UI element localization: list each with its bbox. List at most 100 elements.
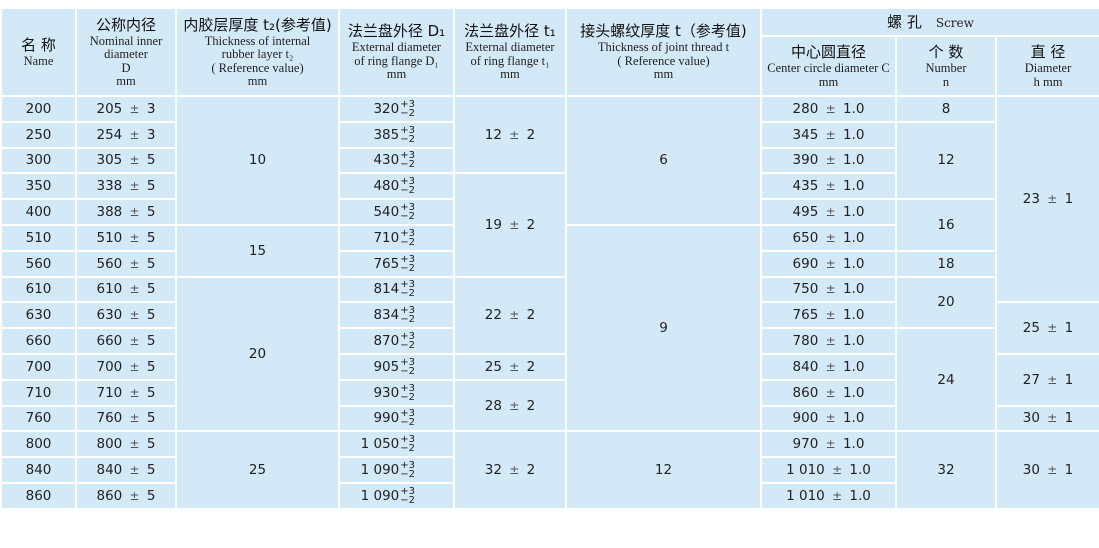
- name-cell: 660: [0, 327, 77, 355]
- plus-minus-sign: ±: [129, 230, 140, 245]
- flange-d1-cell: 834 +3 −2: [338, 301, 455, 330]
- n-cell: 12: [895, 120, 997, 201]
- header-n: 个 数 Number n: [895, 35, 997, 97]
- d1-value: 814: [373, 281, 400, 298]
- table-row: 710 710 ± 5 930 +3 −2 28 ± 2 860 ± 1.0: [0, 378, 1099, 433]
- tolerance: +3 −2: [400, 461, 415, 480]
- header-en-label: mm: [500, 67, 520, 82]
- table-row: 800 800 ± 5 25 1 050 +3 −2 32 ± 2 12 970 ± 1.0 32…: [0, 430, 1099, 510]
- name-cell: 610: [0, 275, 77, 304]
- header-h: 直 径 Diameter h mm: [994, 35, 1099, 97]
- flange-d1-cell: 540 +3 −2: [338, 198, 455, 226]
- table-row: 840 840 ± 5 1 090 +3 −2 1 010 ± 1.0: [0, 456, 1099, 484]
- n-cell: 16: [895, 198, 997, 252]
- tolerance-lower: −2: [400, 211, 415, 223]
- flange-d1-cell: 765 +3 −2: [338, 249, 455, 278]
- flange-d1-cell: 480 +3 −2: [338, 172, 455, 201]
- plus-minus-sign: ±: [825, 230, 836, 245]
- name-cell: 710: [0, 378, 77, 407]
- plus-minus-sign: ±: [825, 101, 836, 116]
- header-name: 名 称 Name: [0, 7, 77, 97]
- plus-minus-sign: ±: [1047, 463, 1058, 478]
- plus-minus-sign: ±: [129, 488, 140, 503]
- tolerance: +3 −2: [400, 486, 415, 505]
- name-cell: 700: [0, 352, 77, 381]
- plus-minus-sign: ±: [129, 385, 140, 400]
- tolerance-upper: +3: [400, 356, 415, 368]
- plus-minus-sign: ±: [825, 205, 836, 220]
- center-circle-diameter-cell: 435 ± 1.0: [760, 172, 897, 201]
- header-en-label: Screw: [935, 15, 974, 30]
- d1-value: 480: [373, 178, 400, 195]
- tolerance-lower: −2: [400, 107, 415, 119]
- flange-d1-cell: 930 +3 −2: [338, 378, 455, 407]
- d1-value: 990: [373, 410, 400, 427]
- name-cell: 200: [0, 95, 77, 123]
- h-cell: 30 ± 1: [994, 404, 1099, 433]
- header-t1: 法兰盘外径 t₁ External diameter of ring flange …: [453, 7, 567, 97]
- t-cell: 12: [565, 430, 762, 510]
- tolerance-upper: +3: [400, 382, 415, 394]
- nominal-diameter-cell: 305 ± 5: [75, 146, 177, 175]
- table-row: 660 660 ± 5 870 +3 −2 780 ± 1.0 24: [0, 327, 1099, 433]
- tolerance-lower: −2: [400, 133, 415, 145]
- plus-minus-sign: ±: [832, 488, 843, 503]
- table-row: 200 205 ± 3 10 320 +3 −2 12 ± 2 6 280 ± 1.0 8 23 ±…: [0, 94, 1099, 304]
- table-row: 400 388 ± 5 540 +3 −2 495 ± 1.0 16: [0, 198, 1099, 252]
- nominal-diameter-cell: 630 ± 5: [75, 301, 177, 330]
- plus-minus-sign: ±: [129, 437, 140, 452]
- plus-minus-sign: ±: [509, 127, 520, 142]
- tolerance-upper: +3: [400, 408, 415, 420]
- header-zh-label: 接头螺纹厚度 t（参考值): [580, 22, 747, 41]
- plus-minus-sign: ±: [129, 282, 140, 297]
- tolerance: +3 −2: [400, 435, 415, 454]
- nominal-diameter-cell: 710 ± 5: [75, 378, 177, 407]
- plus-minus-sign: ±: [129, 334, 140, 349]
- plus-minus-sign: ±: [1047, 321, 1058, 336]
- flange-d1-cell: 710 +3 −2: [338, 223, 455, 252]
- header-en-label: Nominal inner: [89, 33, 163, 48]
- h-cell: 30 ± 1: [994, 430, 1099, 510]
- header-d1: 法兰盘外径 D₁ External diameter of ring flange …: [338, 7, 455, 97]
- plus-minus-sign: ±: [129, 127, 140, 142]
- nominal-diameter-cell: 388 ± 5: [75, 198, 177, 226]
- header-zh-label: 法兰盘外径 D₁: [347, 22, 446, 41]
- t1-cell: 12 ± 2: [453, 94, 567, 175]
- plus-minus-sign: ±: [129, 179, 140, 194]
- plus-minus-sign: ±: [825, 334, 836, 349]
- tolerance: +3 −2: [400, 151, 415, 170]
- nominal-diameter-cell: 840 ± 5: [75, 456, 177, 484]
- name-cell: 510: [0, 223, 77, 252]
- tolerance: +3 −2: [400, 228, 415, 247]
- name-cell: 630: [0, 301, 77, 330]
- table-row: 610 610 ± 5 20 814 +3 −2 22 ± 2 750 ± 1.0 20: [0, 275, 1099, 433]
- d1-value: 834: [373, 307, 400, 324]
- tolerance-lower: −2: [400, 391, 415, 403]
- table-row: 630 630 ± 5 834 +3 −2 765 ± 1.0 25 ± 1: [0, 301, 1099, 355]
- tolerance: +3 −2: [400, 280, 415, 299]
- tolerance-upper: +3: [400, 331, 415, 343]
- t2-cell: 20: [175, 275, 340, 433]
- tolerance-lower: −2: [400, 262, 415, 274]
- d1-value: 870: [373, 333, 400, 350]
- table-row: 350 338 ± 5 480 +3 −2 19 ± 2 435 ± 1.0: [0, 172, 1099, 278]
- n-cell: 18: [895, 249, 997, 278]
- header-en-label: n: [942, 74, 950, 89]
- center-circle-diameter-cell: 860 ± 1.0: [760, 378, 897, 407]
- header-en-label: D: [121, 60, 131, 75]
- header-zh-label: 法兰盘外径 t₁: [464, 22, 556, 41]
- t-cell: 6: [565, 95, 762, 226]
- flange-d1-cell: 905 +3 −2: [338, 352, 455, 381]
- center-circle-diameter-cell: 765 ± 1.0: [760, 301, 897, 330]
- nominal-diameter-cell: 610 ± 5: [75, 275, 177, 304]
- table-row: 300 305 ± 5 430 +3 −2 390 ± 1.0: [0, 146, 1099, 175]
- plus-minus-sign: ±: [1047, 411, 1058, 426]
- header-zh-label: 直 径: [1030, 43, 1066, 61]
- center-circle-diameter-cell: 840 ± 1.0: [760, 352, 897, 381]
- header-zh-label: 螺 孔: [887, 12, 922, 31]
- tolerance-upper: +3: [400, 98, 415, 110]
- flange-d1-cell: 320 +3 −2: [338, 95, 455, 123]
- h-cell: 25 ± 1: [994, 301, 1099, 355]
- nominal-diameter-cell: 800 ± 5: [75, 430, 177, 459]
